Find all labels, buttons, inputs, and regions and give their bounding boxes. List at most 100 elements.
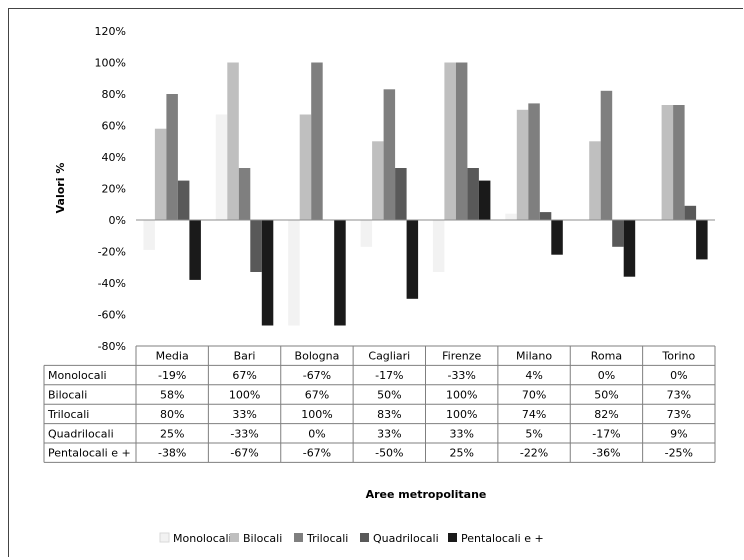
y-tick-label: -60% [98,309,126,322]
bar [673,105,685,220]
data-label: 25% [160,427,184,440]
bar [551,220,563,255]
bar [177,180,190,220]
bar [360,220,373,247]
bar [444,62,456,220]
data-label: -33% [447,369,475,382]
bar [288,220,300,326]
bar [684,205,697,220]
series-name: Monolocali [48,369,107,382]
bar [406,220,419,299]
data-label: 5% [525,427,542,440]
bar [227,62,239,220]
bar [334,220,346,326]
category-label: Milano [516,350,552,363]
x-axis-title: Aree metropolitane [366,488,487,501]
data-label: -38% [158,447,186,460]
data-label: 73% [667,408,691,421]
data-label: 74% [522,408,546,421]
data-label: -19% [158,369,186,382]
y-tick-label: -40% [98,277,126,290]
bar [505,213,517,220]
bar [154,128,167,220]
category-label: Bari [234,350,256,363]
bar [539,212,552,220]
data-label: 0% [308,427,325,440]
bar [383,89,396,220]
data-label: -22% [520,447,548,460]
bar [600,90,613,220]
bar [261,220,274,326]
data-label: 33% [232,408,256,421]
data-label: 0% [598,369,615,382]
legend-swatch [360,533,369,542]
data-label: 33% [377,427,401,440]
data-label: 80% [160,408,184,421]
bar [623,220,636,277]
data-label: 100% [229,389,260,402]
category-label: Firenze [442,350,481,363]
bar [311,62,323,220]
data-label: 9% [670,427,687,440]
bar [478,180,491,220]
y-tick-label: 40% [102,151,126,164]
data-label: 83% [377,408,401,421]
bar [528,103,540,220]
chart-frame [8,8,743,557]
y-axis-title: Valori % [54,163,67,214]
data-label: 100% [446,408,477,421]
legend-label: Trilocali [306,532,348,545]
series-name: Pentalocali e + [48,447,131,460]
bar [372,141,384,221]
data-label: 4% [525,369,542,382]
data-label: 67% [305,389,329,402]
data-label: -17% [375,369,403,382]
legend-label: Monolocali [173,532,232,545]
legend-label: Quadrilocali [373,532,439,545]
data-label: 100% [301,408,332,421]
data-label: 33% [449,427,473,440]
series-name: Bilocali [48,389,87,402]
data-label: -33% [230,427,258,440]
bar [612,220,624,247]
bar [250,220,262,272]
bar [589,141,601,221]
data-label: -67% [303,369,331,382]
y-tick-label: 20% [102,183,126,196]
y-tick-label: 100% [95,57,126,70]
data-label: -36% [592,447,620,460]
bar [432,220,445,272]
legend-swatch [159,532,170,543]
data-label: -67% [230,447,258,460]
legend-swatch [230,533,239,542]
legend-swatch [294,533,303,542]
data-label: 70% [522,389,546,402]
series-name: Trilocali [47,408,89,421]
category-label: Bologna [295,350,340,363]
data-label: -25% [665,447,693,460]
data-label: 100% [446,389,477,402]
legend-label: Bilocali [243,532,282,545]
data-label: -50% [375,447,403,460]
y-tick-label: 80% [102,88,126,101]
legend-swatch [448,533,457,542]
bar [455,62,468,220]
category-label: Cagliari [368,350,410,363]
bar [189,220,201,280]
data-label: 58% [160,389,184,402]
data-label: 67% [232,369,256,382]
data-label: 50% [594,389,618,402]
data-label: 73% [667,389,691,402]
series-name: Quadrilocali [48,427,114,440]
bar [215,114,228,220]
bar [516,109,529,221]
bar [143,220,155,250]
category-label: Torino [661,350,695,363]
y-tick-label: -80% [98,340,126,353]
data-label: 50% [377,389,401,402]
bar [395,168,407,220]
data-label: -67% [303,447,331,460]
bar [696,220,708,260]
legend-label: Pentalocali e + [461,532,544,545]
